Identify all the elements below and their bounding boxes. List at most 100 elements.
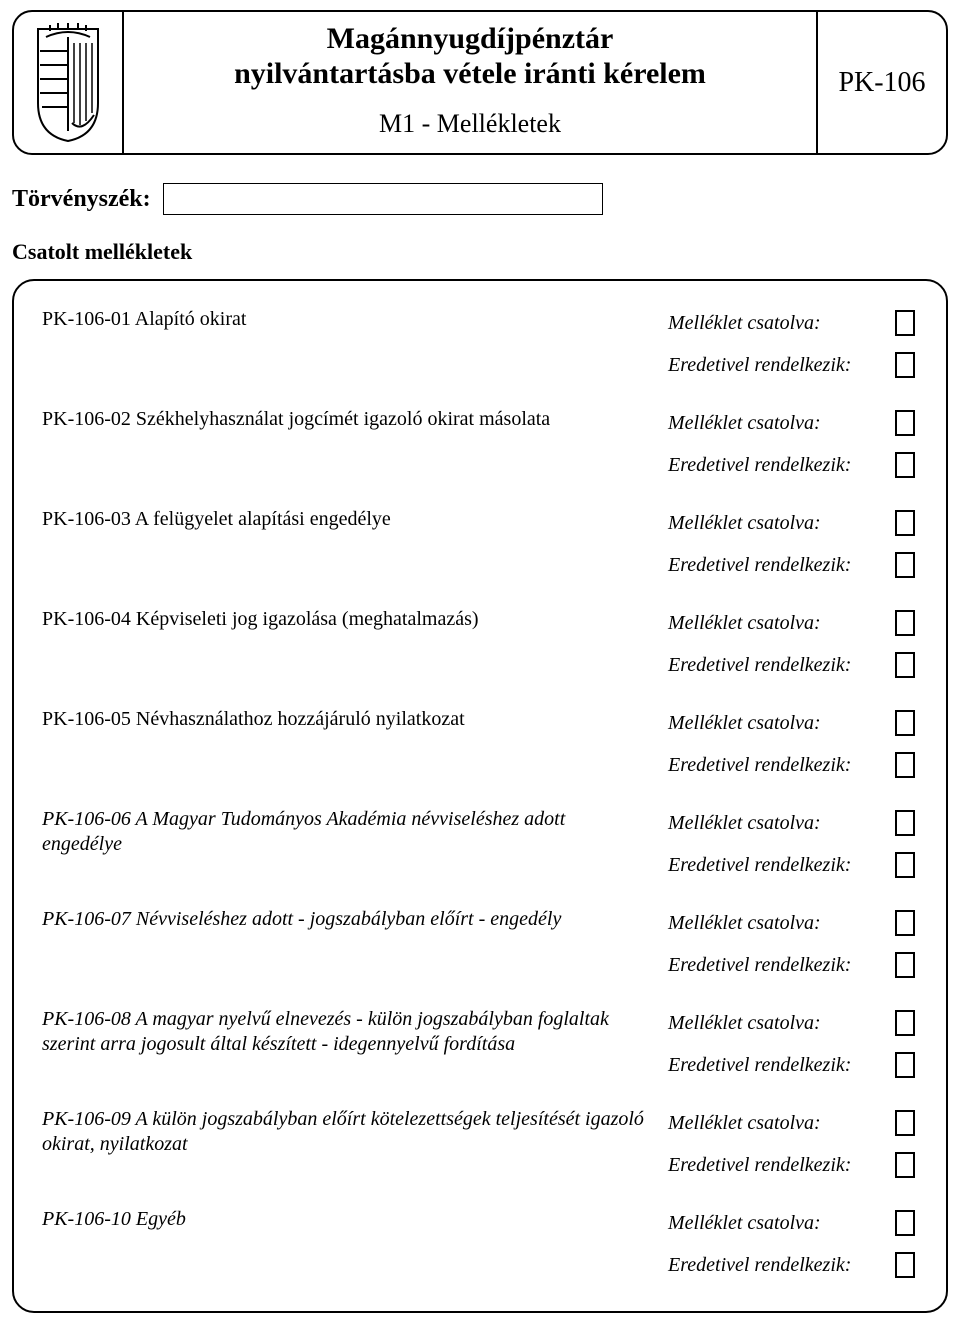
checkbox-original[interactable] (895, 652, 915, 678)
check-row-attached: Melléklet csatolva: (668, 607, 918, 639)
check-row-attached: Melléklet csatolva: (668, 807, 918, 839)
title-line2: nyilvántartásba vétele iránti kérelem (234, 57, 706, 90)
checkbox-attached[interactable] (895, 1110, 915, 1136)
check-row-original: Eredetivel rendelkezik: (668, 549, 918, 581)
attachment-item: PK-106-03 A felügyelet alapítási engedél… (42, 507, 918, 581)
check-row-attached: Melléklet csatolva: (668, 507, 918, 539)
check-label-original: Eredetivel rendelkezik: (668, 354, 885, 377)
check-label-original: Eredetivel rendelkezik: (668, 1254, 885, 1277)
checkbox-attached[interactable] (895, 410, 915, 436)
court-label: Törvényszék: (12, 186, 151, 213)
attachment-checks: Melléklet csatolva: Eredetivel rendelkezi… (668, 907, 918, 981)
attachment-label: PK-106-08 A magyar nyelvű elnevezés - kü… (42, 1007, 668, 1057)
attachment-checks: Melléklet csatolva: Eredetivel rendelkezi… (668, 407, 918, 481)
attachment-checks: Melléklet csatolva: Eredetivel rendelkezi… (668, 807, 918, 881)
attachment-checks: Melléklet csatolva: Eredetivel rendelkezi… (668, 707, 918, 781)
attachment-item: PK-106-10 EgyébMelléklet csatolva:Eredet… (42, 1207, 918, 1281)
attachment-item: PK-106-06 A Magyar Tudományos Akadémia n… (42, 807, 918, 881)
check-row-original: Eredetivel rendelkezik: (668, 1049, 918, 1081)
check-label-original: Eredetivel rendelkezik: (668, 854, 885, 877)
attachment-checks: Melléklet csatolva: Eredetivel rendelkezi… (668, 1107, 918, 1181)
attachments-box: PK-106-01 Alapító okiratMelléklet csatol… (12, 279, 948, 1313)
check-label-attached: Melléklet csatolva: (668, 1012, 885, 1035)
check-label-attached: Melléklet csatolva: (668, 612, 885, 635)
attachment-checks: Melléklet csatolva: Eredetivel rendelkezi… (668, 1007, 918, 1081)
page: Magánnyugdíjpénztár nyilvántartásba véte… (0, 0, 960, 1333)
form-subtitle: M1 - Mellékletek (132, 109, 808, 139)
court-row: Törvényszék: (12, 183, 948, 215)
check-label-original: Eredetivel rendelkezik: (668, 1154, 885, 1177)
attachment-item: PK-106-09 A külön jogszabályban előírt k… (42, 1107, 918, 1181)
attachment-item: PK-106-04 Képviseleti jog igazolása (meg… (42, 607, 918, 681)
attachment-item: PK-106-08 A magyar nyelvű elnevezés - kü… (42, 1007, 918, 1081)
checkbox-attached[interactable] (895, 810, 915, 836)
attachment-label: PK-106-07 Névviseléshez adott - jogszabá… (42, 907, 668, 932)
checkbox-attached[interactable] (895, 510, 915, 536)
check-row-original: Eredetivel rendelkezik: (668, 1149, 918, 1181)
check-label-original: Eredetivel rendelkezik: (668, 554, 885, 577)
attachment-checks: Melléklet csatolva: Eredetivel rendelkezi… (668, 1207, 918, 1281)
check-row-attached: Melléklet csatolva: (668, 407, 918, 439)
check-row-original: Eredetivel rendelkezik: (668, 749, 918, 781)
check-row-attached: Melléklet csatolva: (668, 707, 918, 739)
check-label-original: Eredetivel rendelkezik: (668, 754, 885, 777)
check-label-attached: Melléklet csatolva: (668, 1112, 885, 1135)
attachment-item: PK-106-02 Székhelyhasználat jogcímét iga… (42, 407, 918, 481)
attachment-label: PK-106-04 Képviseleti jog igazolása (meg… (42, 607, 668, 632)
attachment-checks: Melléklet csatolva: Eredetivel rendelkezi… (668, 607, 918, 681)
checkbox-original[interactable] (895, 852, 915, 878)
checkbox-attached[interactable] (895, 310, 915, 336)
check-label-original: Eredetivel rendelkezik: (668, 454, 885, 477)
check-row-attached: Melléklet csatolva: (668, 307, 918, 339)
check-row-original: Eredetivel rendelkezik: (668, 449, 918, 481)
checkbox-original[interactable] (895, 1052, 915, 1078)
coat-of-arms-icon (28, 23, 108, 143)
check-label-attached: Melléklet csatolva: (668, 312, 885, 335)
attachment-item: PK-106-05 Névhasználathoz hozzájáruló ny… (42, 707, 918, 781)
checkbox-attached[interactable] (895, 710, 915, 736)
crest-cell (14, 12, 124, 153)
attachment-item: PK-106-07 Névviseléshez adott - jogszabá… (42, 907, 918, 981)
check-row-attached: Melléklet csatolva: (668, 1207, 918, 1239)
attachment-label: PK-106-02 Székhelyhasználat jogcímét iga… (42, 407, 668, 432)
section-title: Csatolt mellékletek (12, 239, 948, 265)
checkbox-original[interactable] (895, 452, 915, 478)
attachment-label: PK-106-06 A Magyar Tudományos Akadémia n… (42, 807, 668, 857)
attachment-label: PK-106-01 Alapító okirat (42, 307, 668, 332)
check-label-attached: Melléklet csatolva: (668, 912, 885, 935)
title-cell: Magánnyugdíjpénztár nyilvántartásba véte… (124, 12, 816, 153)
check-label-original: Eredetivel rendelkezik: (668, 1054, 885, 1077)
checkbox-attached[interactable] (895, 1210, 915, 1236)
checkbox-original[interactable] (895, 352, 915, 378)
form-title: Magánnyugdíjpénztár nyilvántartásba véte… (132, 22, 808, 91)
checkbox-original[interactable] (895, 1152, 915, 1178)
check-label-original: Eredetivel rendelkezik: (668, 654, 885, 677)
attachment-label: PK-106-03 A felügyelet alapítási engedél… (42, 507, 668, 532)
form-code: PK-106 (816, 12, 946, 153)
checkbox-original[interactable] (895, 752, 915, 778)
header-box: Magánnyugdíjpénztár nyilvántartásba véte… (12, 10, 948, 155)
check-row-original: Eredetivel rendelkezik: (668, 349, 918, 381)
check-label-original: Eredetivel rendelkezik: (668, 954, 885, 977)
check-label-attached: Melléklet csatolva: (668, 512, 885, 535)
check-label-attached: Melléklet csatolva: (668, 812, 885, 835)
checkbox-original[interactable] (895, 952, 915, 978)
court-input[interactable] (163, 183, 603, 215)
check-row-attached: Melléklet csatolva: (668, 1107, 918, 1139)
check-row-attached: Melléklet csatolva: (668, 907, 918, 939)
check-row-original: Eredetivel rendelkezik: (668, 1249, 918, 1281)
checkbox-original[interactable] (895, 552, 915, 578)
check-row-original: Eredetivel rendelkezik: (668, 849, 918, 881)
check-row-original: Eredetivel rendelkezik: (668, 649, 918, 681)
attachment-label: PK-106-05 Névhasználathoz hozzájáruló ny… (42, 707, 668, 732)
attachment-label: PK-106-09 A külön jogszabályban előírt k… (42, 1107, 668, 1157)
checkbox-attached[interactable] (895, 1010, 915, 1036)
check-row-attached: Melléklet csatolva: (668, 1007, 918, 1039)
checkbox-original[interactable] (895, 1252, 915, 1278)
check-label-attached: Melléklet csatolva: (668, 1212, 885, 1235)
check-label-attached: Melléklet csatolva: (668, 712, 885, 735)
checkbox-attached[interactable] (895, 610, 915, 636)
attachment-checks: Melléklet csatolva: Eredetivel rendelkezi… (668, 307, 918, 381)
attachment-checks: Melléklet csatolva: Eredetivel rendelkezi… (668, 507, 918, 581)
checkbox-attached[interactable] (895, 910, 915, 936)
